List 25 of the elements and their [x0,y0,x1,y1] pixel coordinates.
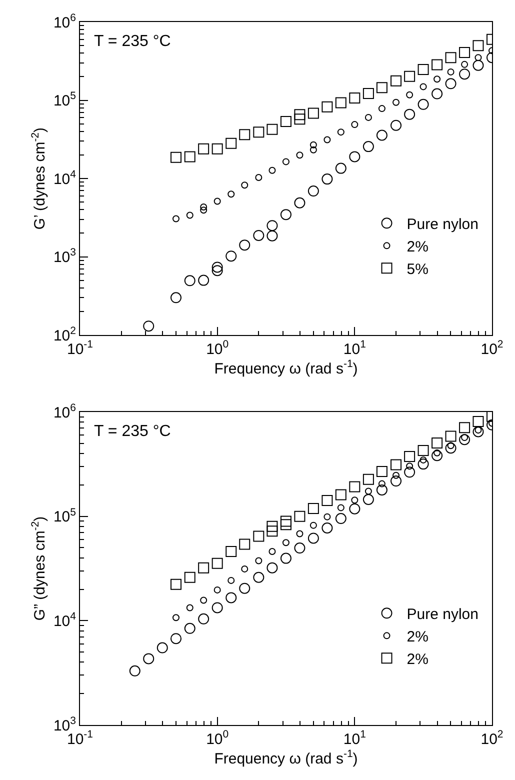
y-tick-label: 10$^{5}$ [53,506,76,526]
y-tick-label: 10$^{3}$ [53,246,76,266]
y-tick-label: 10$^{4}$ [53,610,76,630]
legend-label: Pure nylon [406,606,478,624]
y-tick-label: 10$^{6}$ [53,12,76,32]
legend-label: Pure nylon [406,216,478,234]
legend-label: 2% [406,628,428,646]
legend-label: 5% [406,261,428,278]
annotation: T = 235 °C [94,423,171,440]
x-tick-label: 10$^{0}$ [206,338,229,358]
annotation: T = 235 °C [94,33,171,50]
x-tick-label: 10$^{0}$ [206,728,229,748]
y-tick-label: 10$^{3}$ [53,714,76,734]
x-tick-label: 10$^{1}$ [343,728,366,748]
y-tick-label: 10$^{6}$ [53,402,76,422]
y-tick-label: 10$^{2}$ [53,324,76,344]
y-tick-label: 10$^{5}$ [53,90,76,110]
legend-label: 2% [406,651,428,668]
x-axis-title: Frequency ω (rad s$^{-1}$) [214,748,358,768]
x-tick-label: 10$^{1}$ [343,338,366,358]
legend-label: 2% [406,238,428,256]
x-tick-label: 10$^{2}$ [480,338,504,358]
x-axis-title: Frequency ω (rad s$^{-1}$) [214,358,358,378]
y-tick-label: 10$^{4}$ [53,168,76,188]
x-tick-label: 10$^{2}$ [480,728,504,748]
